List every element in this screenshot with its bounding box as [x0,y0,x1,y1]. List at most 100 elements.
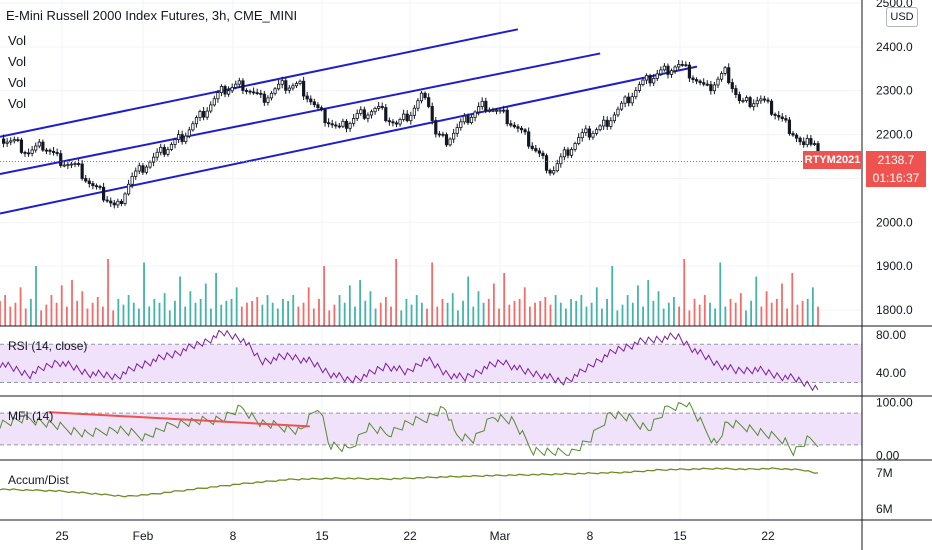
candle-body [405,113,409,122]
channel-line [0,28,519,138]
candle-body [402,113,406,120]
candle-body [702,82,706,85]
mfi-label[interactable]: MFI (14) [8,409,54,423]
candle-body [91,183,95,187]
volume-bar [24,308,27,326]
candle-body [516,126,520,129]
candle-body [794,134,799,139]
candle-body [623,96,627,104]
candle-body [773,113,777,116]
volume-bar [508,304,511,326]
volume-bar [667,302,670,326]
candle-body [262,93,266,103]
volume-bar [246,302,248,326]
volume-bar [292,295,295,326]
candle-body [116,200,120,206]
candle-body [802,141,806,146]
candle-body [552,170,556,174]
candle-body [366,114,370,119]
candle-body [605,119,609,127]
candle-body [266,97,270,103]
mfi-band [0,413,862,445]
candle-body [123,193,127,204]
channel-lines[interactable] [0,28,698,215]
volume-bar [601,308,603,326]
rsi-label[interactable]: RSI (14, close) [8,339,88,353]
volume-bar [29,298,32,326]
volume-bar [179,276,181,326]
candle-body [273,88,277,94]
volume-bar [240,306,243,326]
candle-body [752,103,756,108]
candle-body [398,119,402,125]
candle-body [430,106,434,121]
volume-bar [384,296,387,326]
candle-body [673,66,677,72]
candle-body [148,161,152,168]
volume-bars [0,259,819,326]
price-tick-label: 2300.0 [876,84,913,98]
accum-dist-label[interactable]: Accum/Dist [8,473,69,487]
candle-body [594,129,599,134]
volume-bar [261,304,264,326]
candle-body [130,175,134,185]
volume-bar [96,296,99,326]
vol-label[interactable]: Vol [8,96,27,111]
candle-body [323,109,327,124]
candle-body [677,64,681,68]
volume-bar [158,302,161,326]
candle-body [5,141,9,144]
volume-bar [729,298,732,326]
volume-bar [163,293,166,326]
volume-bar [405,298,408,326]
vol-label[interactable]: Vol [8,54,27,69]
volume-bar [35,266,37,326]
candle-body [537,150,541,154]
candle-body [151,156,156,163]
time-tick-label: 15 [673,529,687,543]
volume-bar [302,302,305,326]
candle-body [705,83,709,86]
candle-body [37,141,41,147]
candle-body [84,178,88,182]
time-tick-label: 15 [315,529,329,543]
time-tick-label: 8 [587,529,594,543]
candle-body [762,98,767,101]
candle-body [244,90,249,92]
candle-body [448,138,452,146]
time-axis[interactable]: 25 Feb 8 15 22 Mar 8 15 22 [55,529,775,543]
price-tick-label: 1900.0 [876,259,913,273]
volume-bar [14,302,17,326]
volume-bar [513,300,516,326]
volume-bar [426,308,428,326]
volume-bar [652,300,655,326]
candle-body [355,113,359,119]
currency-button[interactable]: USD [886,7,918,27]
vol-label[interactable]: Vol [8,75,27,90]
candle-body [94,185,99,188]
volume-bar [801,300,804,326]
candle-body [394,122,399,125]
volume-bar [755,276,758,326]
candle-body [491,109,495,112]
candle-body [334,124,338,127]
candle-body [205,110,209,118]
candle-body [144,166,149,173]
candle-body [466,115,470,124]
candle-body [202,111,206,118]
volume-bar [606,298,608,326]
candlestick-series [0,60,862,209]
candle-body [809,138,813,145]
rsi-pane: 80.00 40.00 [0,328,906,392]
volume-bar [451,293,454,326]
candle-body [434,120,438,135]
candle-body [248,90,252,93]
vol-label[interactable]: Vol [8,33,27,48]
volume-bar [688,310,691,326]
volume-bar [204,283,207,326]
chart-title: E-Mini Russell 2000 Index Futures, 3h, C… [6,8,298,23]
volume-bar [739,293,742,326]
candle-body [634,90,638,98]
